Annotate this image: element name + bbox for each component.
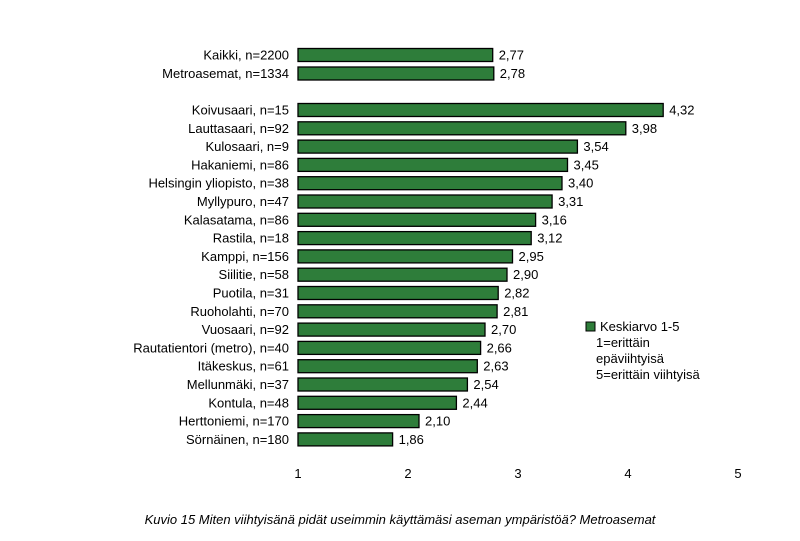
bar: [297, 230, 532, 246]
bar: [297, 176, 563, 191]
bar: [297, 249, 514, 264]
value-label: 3,54: [583, 139, 608, 154]
value-label: 2,63: [483, 359, 508, 374]
value-labels-group: 2,77 2,78 4,32 3,98 3,54 3,45 3,40 3,31 3,16 3,12…: [399, 48, 695, 447]
bar: [297, 359, 478, 374]
bar: [297, 395, 458, 410]
legend-entry-line: 5=erittäin viihtyisä: [596, 367, 700, 382]
category-label: Kamppi, n=156: [201, 249, 289, 264]
legend-entry-line: 1=erittäin: [596, 335, 650, 350]
value-label: 2,10: [425, 414, 450, 429]
bar: [297, 377, 469, 392]
x-tick-label: 1: [294, 466, 301, 481]
category-label: Myllypuro, n=47: [197, 194, 289, 209]
bar: [297, 340, 482, 356]
category-label: Kontula, n=48: [208, 395, 289, 410]
value-label: 3,16: [542, 212, 567, 227]
value-label: 2,90: [513, 267, 538, 282]
category-label: Itäkeskus, n=61: [198, 359, 289, 374]
category-label: Metroasemat, n=1334: [162, 66, 289, 81]
bar: [297, 66, 495, 81]
category-label: Kalasatama, n=86: [184, 212, 289, 227]
category-label: Ruoholahti, n=70: [190, 304, 289, 319]
bar-chart: Kaikki, n=2200 Metroasemat, n=1334 Koivusa…: [133, 47, 741, 482]
value-label: 3,45: [574, 157, 599, 172]
category-label: Herttoniemi, n=170: [179, 414, 289, 429]
bar: [297, 285, 499, 301]
bar: [297, 267, 508, 282]
x-axis: 1 2 3 4 5: [294, 466, 741, 481]
value-label: 3,31: [558, 194, 583, 209]
value-label: 3,12: [537, 231, 562, 246]
legend: Keskiarvo 1-51=erittäinepäviihtyisä5=eri…: [585, 319, 700, 382]
x-tick-label: 4: [624, 466, 631, 481]
bar: [297, 413, 420, 429]
category-label: Puotila, n=31: [213, 286, 289, 301]
bar: [297, 304, 498, 319]
bar: [297, 322, 486, 337]
bar: [297, 432, 394, 447]
x-tick-label: 3: [514, 466, 521, 481]
value-label: 2,54: [473, 377, 498, 392]
category-label: Sörnäinen, n=180: [186, 432, 289, 447]
category-label: Kaikki, n=2200: [203, 48, 289, 63]
legend-entry-line: Keskiarvo 1-5: [600, 319, 679, 334]
bars-group: [297, 47, 664, 447]
category-label: Mellunmäki, n=37: [187, 377, 289, 392]
value-label: 2,77: [499, 48, 524, 63]
value-label: 2,81: [503, 304, 528, 319]
bar: [297, 47, 494, 63]
value-label: 2,66: [487, 340, 512, 355]
category-label: Kulosaari, n=9: [206, 139, 289, 154]
value-label: 3,40: [568, 176, 593, 191]
legend-entry-line: epäviihtyisä: [596, 351, 665, 366]
category-label: Rastila, n=18: [213, 231, 289, 246]
x-tick-label: 5: [734, 466, 741, 481]
category-label: Hakaniemi, n=86: [191, 157, 289, 172]
category-label: Rautatientori (metro), n=40: [133, 340, 289, 355]
category-label: Helsingin yliopisto, n=38: [148, 176, 289, 191]
value-label: 3,98: [632, 121, 657, 136]
value-label: 2,78: [500, 66, 525, 81]
bar: [297, 139, 579, 154]
bar: [297, 121, 627, 136]
bar: [297, 157, 569, 173]
category-label: Lauttasaari, n=92: [188, 121, 289, 136]
figure-caption: Kuvio 15 Miten viihtyisänä pidät useimmi…: [144, 512, 656, 527]
x-tick-label: 2: [404, 466, 411, 481]
value-label: 4,32: [669, 103, 694, 118]
value-label: 1,86: [399, 432, 424, 447]
legend-swatch: [585, 321, 596, 332]
value-label: 2,70: [491, 322, 516, 337]
value-label: 2,44: [462, 395, 487, 410]
category-labels-group: Kaikki, n=2200 Metroasemat, n=1334 Koivusa…: [133, 48, 289, 447]
value-label: 2,82: [504, 286, 529, 301]
category-label: Siilitie, n=58: [219, 267, 289, 282]
bar: [297, 194, 553, 209]
bar: [297, 102, 664, 118]
category-label: Vuosaari, n=92: [202, 322, 289, 337]
value-label: 2,95: [519, 249, 544, 264]
category-label: Koivusaari, n=15: [192, 103, 289, 118]
bar: [297, 212, 537, 227]
